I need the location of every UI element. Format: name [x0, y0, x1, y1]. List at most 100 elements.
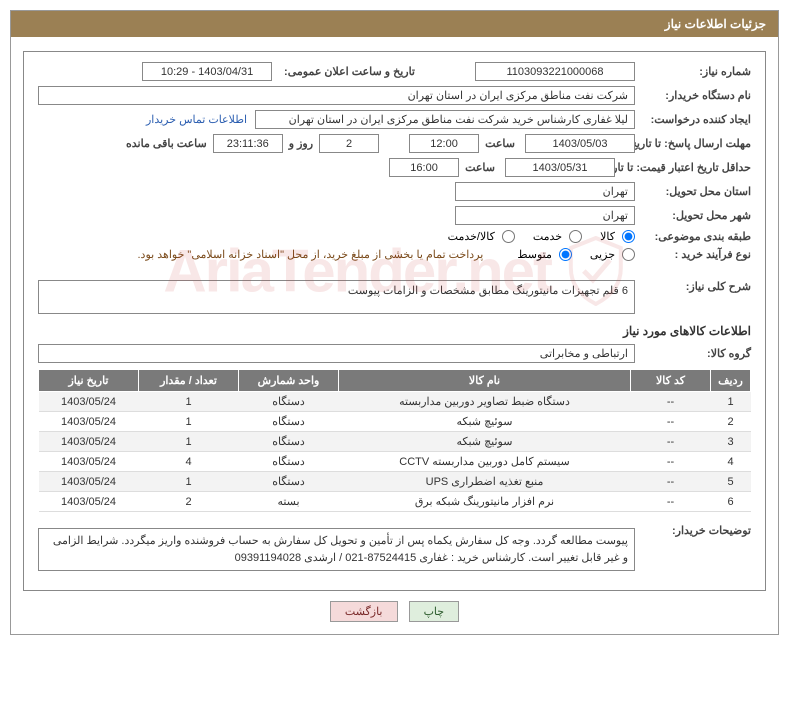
cell-row: 2 — [711, 412, 751, 432]
cell-name: سیستم کامل دوربین مداربسته CCTV — [339, 452, 631, 472]
cell-unit: دستگاه — [239, 472, 339, 492]
cell-unit: دستگاه — [239, 452, 339, 472]
table-row: 5--منبع تغذیه اضطراری UPSدستگاه11403/05/… — [39, 472, 751, 492]
radio-goods[interactable] — [622, 230, 635, 243]
cat-service-label: خدمت — [533, 230, 562, 243]
goods-group-value: ارتباطی و مخابراتی — [38, 344, 635, 363]
main-panel: جزئیات اطلاعات نیاز AriaTender.net شماره… — [10, 10, 779, 635]
deadline-date: 1403/05/03 — [525, 134, 635, 153]
cell-name: سوئیچ شبکه — [339, 432, 631, 452]
goods-info-title: اطلاعات کالاهای مورد نیاز — [38, 324, 751, 338]
form-frame: AriaTender.net شماره نیاز: 1103093221000… — [23, 51, 766, 591]
radio-medium[interactable] — [559, 248, 572, 261]
goods-table: ردیف کد کالا نام کالا واحد شمارش تعداد /… — [38, 369, 751, 512]
province-value: تهران — [455, 182, 635, 201]
content-area: AriaTender.net شماره نیاز: 1103093221000… — [11, 37, 778, 634]
row-validity: حداقل تاریخ اعتبار قیمت: تا تاریخ: 1403/… — [38, 158, 751, 177]
cell-unit: بسته — [239, 492, 339, 512]
row-deadline: مهلت ارسال پاسخ: تا تاریخ: 1403/05/03 سا… — [38, 134, 751, 153]
process-label: نوع فرآیند خرید : — [641, 248, 751, 261]
row-province: استان محل تحویل: تهران — [38, 182, 751, 201]
treasury-note: پرداخت تمام یا بخشی از مبلغ خرید، از محل… — [138, 248, 484, 261]
days-value: 2 — [319, 134, 379, 153]
radio-partial[interactable] — [622, 248, 635, 261]
cell-qty: 1 — [139, 412, 239, 432]
row-buyer-notes: توضیحات خریدار: پیوست مطالعه گردد. وجه ک… — [38, 520, 751, 571]
validity-time: 16:00 — [389, 158, 459, 177]
days-and: روز و — [289, 137, 313, 150]
cell-code: -- — [631, 432, 711, 452]
cell-name: نرم افزار مانیتورینگ شبکه برق — [339, 492, 631, 512]
category-radios: کالا خدمت کالا/خدمت — [434, 230, 635, 243]
proc-medium-label: متوسط — [517, 248, 552, 261]
th-row: ردیف — [711, 370, 751, 392]
buyer-org-label: نام دستگاه خریدار: — [641, 89, 751, 102]
cell-qty: 1 — [139, 392, 239, 412]
cell-code: -- — [631, 472, 711, 492]
table-row: 6--نرم افزار مانیتورینگ شبکه برقبسته2140… — [39, 492, 751, 512]
row-process: نوع فرآیند خرید : جزیی متوسط پرداخت تمام… — [38, 248, 751, 261]
panel-title: جزئیات اطلاعات نیاز — [665, 17, 766, 31]
time-label-1: ساعت — [485, 137, 515, 150]
cell-row: 5 — [711, 472, 751, 492]
row-category: طبقه بندی موضوعی: کالا خدمت کالا/خدمت — [38, 230, 751, 243]
deadline-time: 12:00 — [409, 134, 479, 153]
buyer-notes-value: پیوست مطالعه گردد. وجه کل سفارش یکماه پس… — [38, 528, 635, 571]
row-requester: ایجاد کننده درخواست: لیلا غفاری کارشناس … — [38, 110, 751, 129]
row-buyer-org: نام دستگاه خریدار: شرکت نفت مناطق مرکزی … — [38, 86, 751, 105]
contact-link[interactable]: اطلاعات تماس خریدار — [146, 113, 247, 126]
cell-date: 1403/05/24 — [39, 492, 139, 512]
cell-code: -- — [631, 452, 711, 472]
row-summary: شرح کلی نیاز: 6 قلم تجهیزات مانیتورینگ م… — [38, 280, 751, 314]
process-radios: جزیی متوسط — [503, 248, 635, 261]
cell-date: 1403/05/24 — [39, 472, 139, 492]
cat-both-label: کالا/خدمت — [448, 230, 495, 243]
proc-partial-label: جزیی — [590, 248, 615, 261]
table-row: 3--سوئیچ شبکهدستگاه11403/05/24 — [39, 432, 751, 452]
table-row: 1 --دستگاه ضبط تصاویر دوربین مداربستهدستگ… — [39, 392, 751, 412]
th-qty: تعداد / مقدار — [139, 370, 239, 392]
cat-goods-label: کالا — [600, 230, 615, 243]
th-name: نام کالا — [339, 370, 631, 392]
table-row: 4--سیستم کامل دوربین مداربسته CCTVدستگاه… — [39, 452, 751, 472]
cell-name: سوئیچ شبکه — [339, 412, 631, 432]
cell-code: -- — [631, 492, 711, 512]
cell-name: دستگاه ضبط تصاویر دوربین مداربسته — [339, 392, 631, 412]
goods-group-label: گروه کالا: — [641, 347, 751, 360]
cell-date: 1403/05/24 — [39, 452, 139, 472]
button-bar: چاپ بازگشت — [23, 601, 766, 622]
requester-label: ایجاد کننده درخواست: — [641, 113, 751, 126]
deadline-label: مهلت ارسال پاسخ: تا تاریخ: — [641, 137, 751, 150]
countdown: 23:11:36 — [213, 134, 283, 153]
cell-row: 6 — [711, 492, 751, 512]
province-label: استان محل تحویل: — [641, 185, 751, 198]
validity-label: حداقل تاریخ اعتبار قیمت: تا تاریخ: — [621, 161, 751, 174]
summary-value: 6 قلم تجهیزات مانیتورینگ مطابق مشخصات و … — [38, 280, 635, 314]
th-date: تاریخ نیاز — [39, 370, 139, 392]
panel-header: جزئیات اطلاعات نیاز — [11, 11, 778, 37]
cell-date: 1403/05/24 — [39, 392, 139, 412]
row-goods-group: گروه کالا: ارتباطی و مخابراتی — [38, 344, 751, 363]
th-unit: واحد شمارش — [239, 370, 339, 392]
radio-both[interactable] — [502, 230, 515, 243]
cell-code: -- — [631, 392, 711, 412]
table-row: 2--سوئیچ شبکهدستگاه11403/05/24 — [39, 412, 751, 432]
need-number-label: شماره نیاز: — [641, 65, 751, 78]
cell-unit: دستگاه — [239, 412, 339, 432]
buyer-org-value: شرکت نفت مناطق مرکزی ایران در استان تهرا… — [38, 86, 635, 105]
radio-service[interactable] — [569, 230, 582, 243]
cell-qty: 2 — [139, 492, 239, 512]
buyer-notes-label: توضیحات خریدار: — [641, 520, 751, 537]
city-label: شهر محل تحویل: — [641, 209, 751, 222]
row-city: شهر محل تحویل: تهران — [38, 206, 751, 225]
category-label: طبقه بندی موضوعی: — [641, 230, 751, 243]
cell-name: منبع تغذیه اضطراری UPS — [339, 472, 631, 492]
cell-qty: 1 — [139, 432, 239, 452]
time-label-2: ساعت — [465, 161, 495, 174]
cell-row: 4 — [711, 452, 751, 472]
validity-date: 1403/05/31 — [505, 158, 615, 177]
print-button[interactable]: چاپ — [409, 601, 460, 622]
announce-value: 1403/04/31 - 10:29 — [142, 62, 272, 81]
cell-unit: دستگاه — [239, 392, 339, 412]
back-button[interactable]: بازگشت — [330, 601, 398, 622]
